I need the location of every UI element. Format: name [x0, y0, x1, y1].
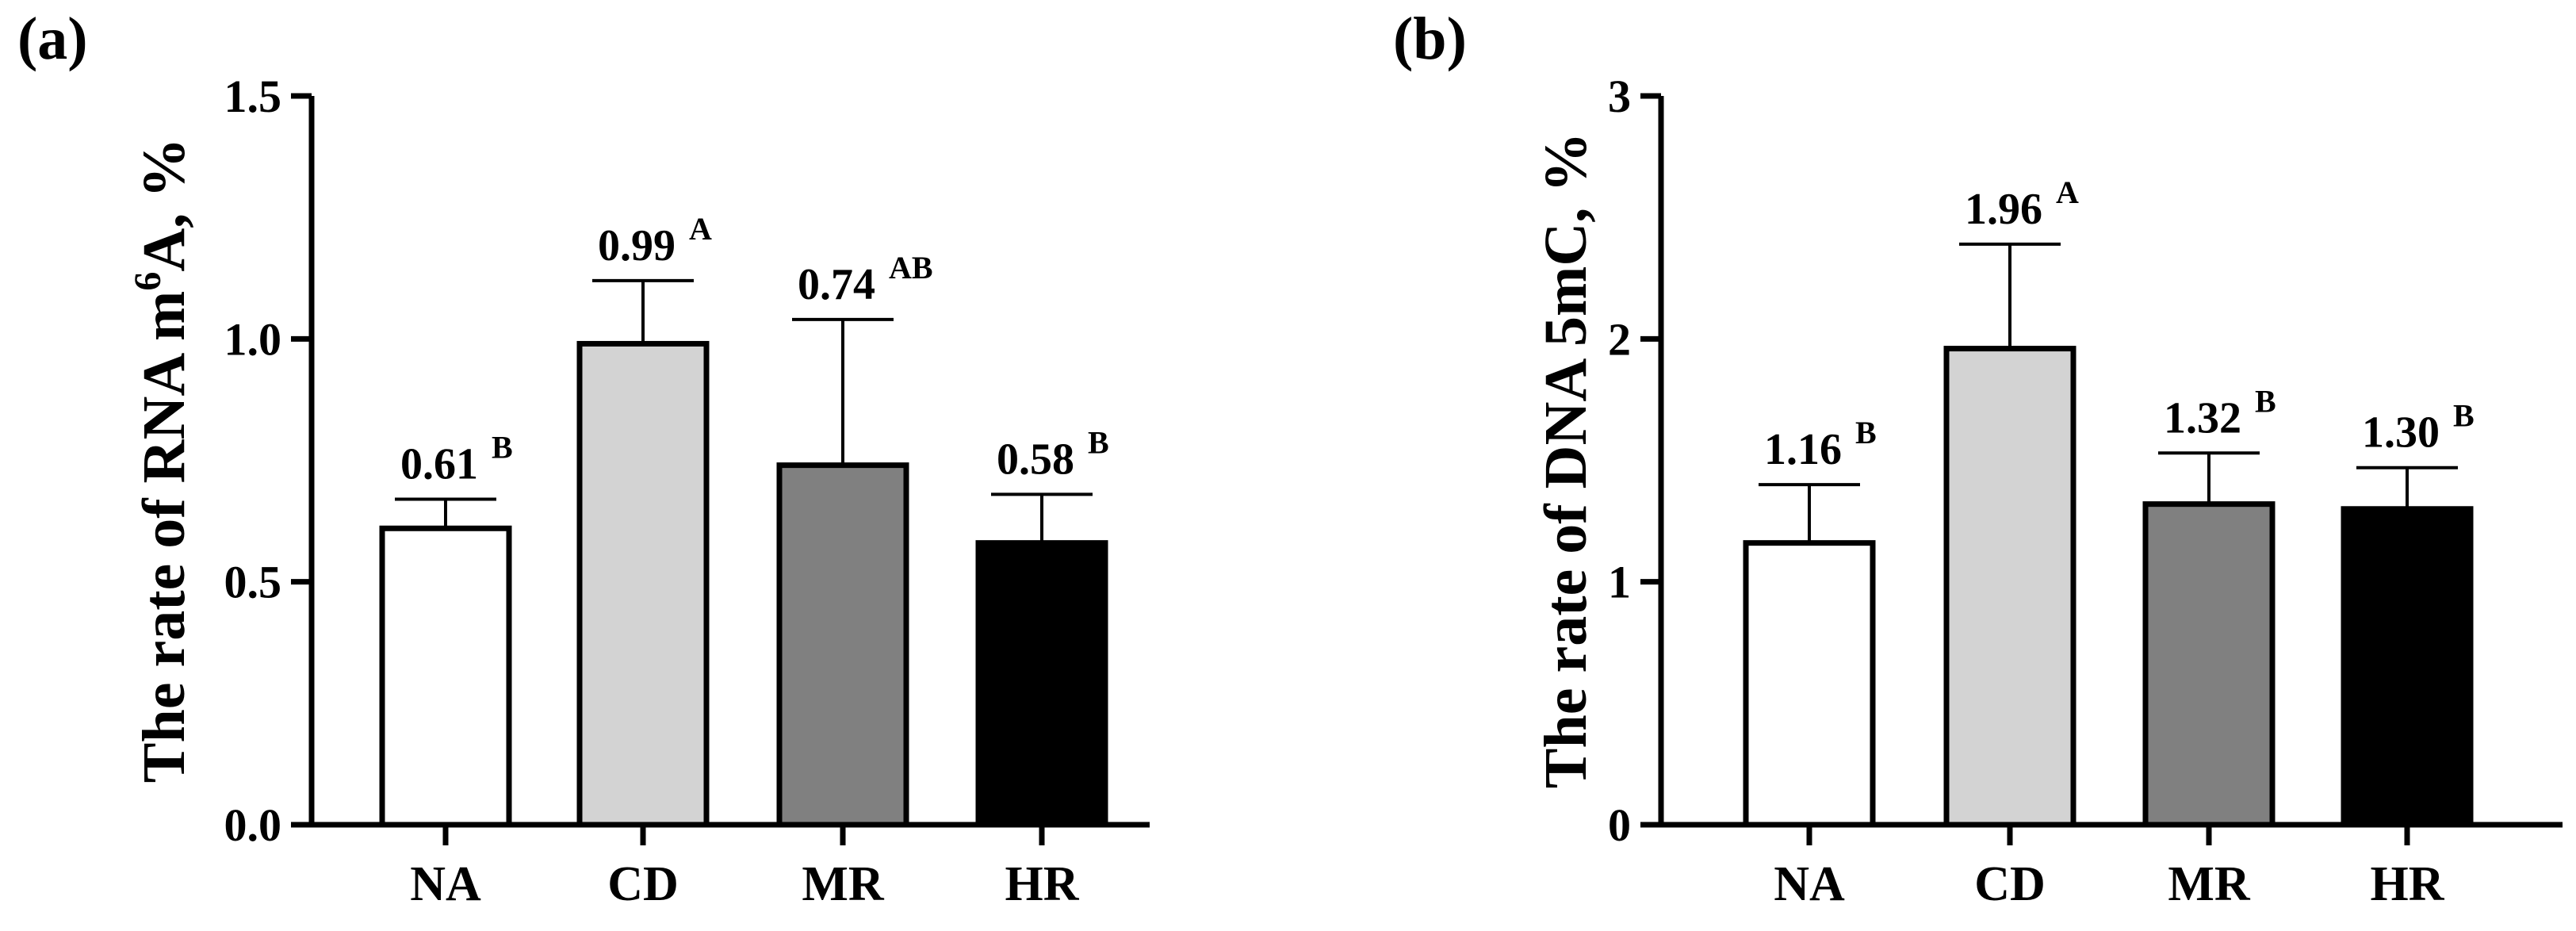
y-tick-label: 3 — [1608, 71, 1631, 122]
x-category-label: CD — [607, 857, 679, 911]
x-category-label: CD — [1974, 857, 2046, 911]
y-tick-label: 0 — [1608, 799, 1631, 851]
significance-letter: B — [1088, 424, 1109, 460]
y-tick-label: 0.5 — [224, 557, 282, 608]
bar — [2142, 501, 2276, 828]
significance-letter: B — [1855, 415, 1877, 450]
y-tick-label: 1.5 — [224, 71, 282, 122]
significance-letter: B — [492, 430, 513, 466]
y-tick-label: 0.0 — [224, 799, 282, 851]
value-label: 0.58 — [997, 435, 1074, 484]
panel-label: (b) — [1393, 6, 1467, 72]
bar — [1943, 346, 2076, 828]
x-category-label: MR — [2168, 857, 2251, 911]
panel-b: (b) The rate of DNA 5mC, %0 1 2 3 NA 1.16 B CD 1.… — [1393, 6, 2563, 911]
y-axis-title-main: The rate of RNA m — [131, 291, 197, 783]
bar — [776, 462, 909, 828]
significance-letter: A — [2056, 174, 2079, 210]
bar — [975, 540, 1108, 828]
y-axis-title-end: A, % — [131, 138, 197, 272]
x-category-label: NA — [1774, 857, 1845, 911]
y-axis-title-sup: 6 — [127, 272, 169, 291]
x-category-label: HR — [2371, 857, 2445, 911]
y-axis-title-main: The rate of DNA 5mC, % — [1533, 132, 1599, 788]
significance-letter: B — [2255, 383, 2276, 419]
y-tick-label: 2 — [1608, 313, 1631, 365]
panel-label: (a) — [17, 6, 88, 72]
value-label: 1.32 — [2164, 393, 2241, 443]
bar — [2341, 506, 2474, 828]
significance-letter: AB — [889, 250, 933, 285]
panel-a: (a) The rate of RNA m6A, % 0.0 0.5 1.0 1.5 NA 0… — [17, 6, 1150, 911]
y-tick-label: 1.0 — [224, 313, 282, 365]
value-label: 0.99 — [598, 221, 676, 270]
y-tick-label: 1 — [1608, 557, 1631, 608]
value-label: 1.16 — [1764, 425, 1842, 474]
bar — [576, 340, 710, 828]
value-label: 0.61 — [400, 440, 478, 489]
bar — [379, 525, 512, 828]
x-category-label: NA — [410, 857, 481, 911]
value-label: 1.96 — [1965, 185, 2042, 234]
value-label: 0.74 — [798, 260, 875, 309]
y-axis-title: The rate of DNA 5mC, % — [1533, 132, 1599, 788]
y-axis-title: The rate of RNA m6A, % — [127, 138, 197, 783]
significance-letter: A — [689, 211, 712, 247]
bar — [1743, 540, 1876, 828]
significance-letter: B — [2453, 398, 2475, 434]
x-category-label: HR — [1005, 857, 1080, 911]
x-category-label: MR — [802, 857, 885, 911]
value-label: 1.30 — [2362, 408, 2440, 458]
